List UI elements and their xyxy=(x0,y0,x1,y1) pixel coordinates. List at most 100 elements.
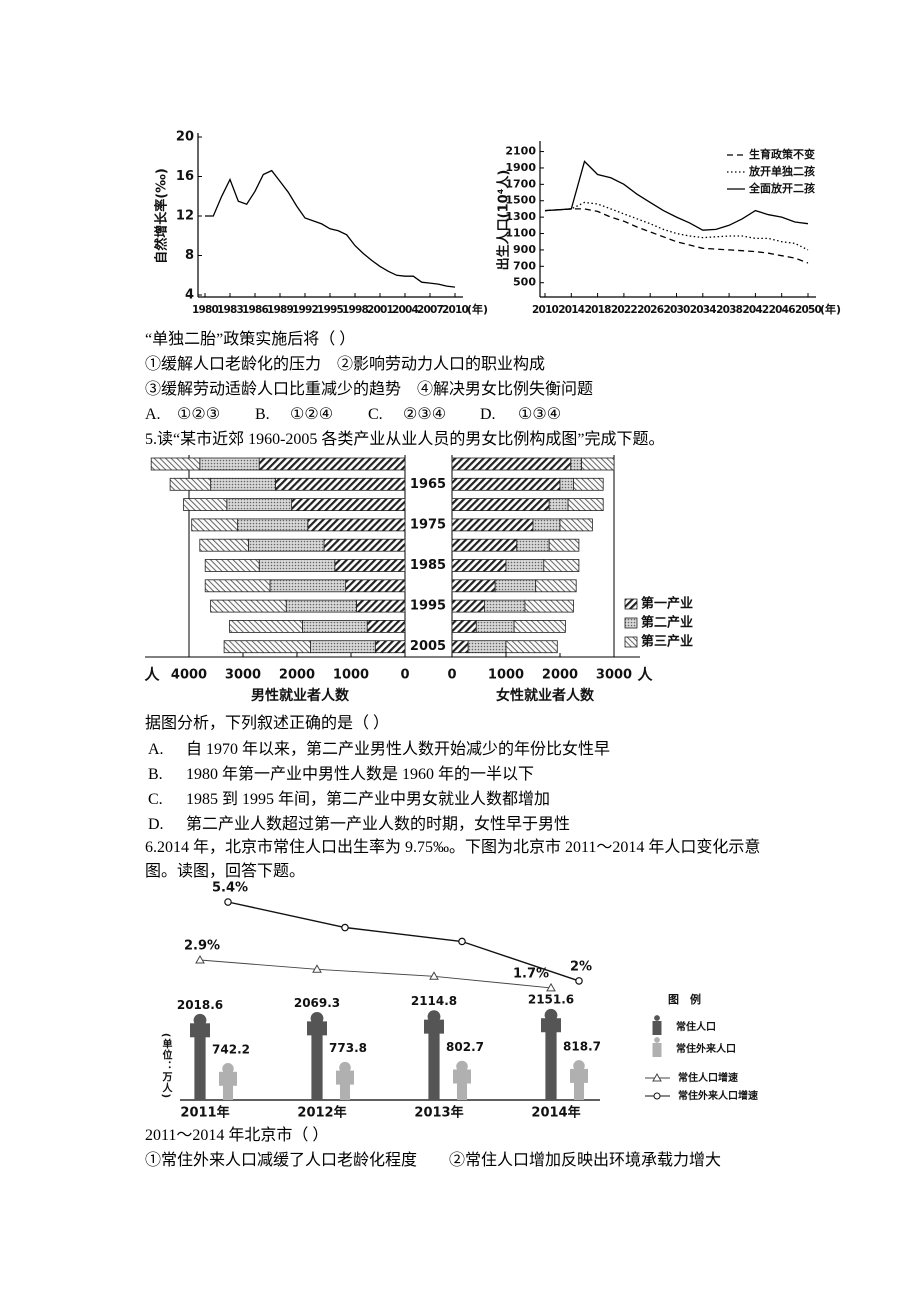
option-text: ①③④ xyxy=(518,406,562,423)
person-icon xyxy=(453,1060,471,1100)
x-tick-label: 2042 xyxy=(742,304,769,316)
legend-swatch xyxy=(654,1043,660,1057)
bar-segment xyxy=(451,498,550,512)
x-tick-label: 1989 xyxy=(267,304,294,316)
bar-segment xyxy=(210,599,287,613)
data-line xyxy=(544,208,809,264)
bar-segment xyxy=(237,518,309,532)
category-label: 2012年 xyxy=(297,1105,346,1121)
x-tick-label: 2010 xyxy=(532,304,559,316)
person-icon xyxy=(652,1037,662,1057)
bar-segment xyxy=(567,498,604,512)
statement: ③缓解劳动适龄人口比重减少的趋势 ④解决男女比例失衡问题 xyxy=(145,381,594,398)
value-label: 2114.8 xyxy=(411,994,457,1008)
value-label: 2% xyxy=(570,959,592,974)
bar xyxy=(339,1070,351,1100)
point-marker xyxy=(575,977,583,985)
x-tick-label: 2001 xyxy=(367,304,394,316)
y-tick-label: 900 xyxy=(513,243,536,256)
legend-label: 常住外来人口增速 xyxy=(678,1089,758,1102)
x-tick-label: 2030 xyxy=(663,304,690,316)
y-tick-label: 20 xyxy=(176,130,194,145)
bar-segment xyxy=(258,559,336,572)
legend-swatch xyxy=(653,1092,661,1100)
x-tick-label: 1986 xyxy=(242,304,269,316)
value-label: 2069.3 xyxy=(294,996,340,1010)
value-label: 2.9% xyxy=(184,939,220,954)
y-tick-label: 1100 xyxy=(505,227,536,240)
unit-label: 人 xyxy=(637,666,653,684)
option-text: ①②④ xyxy=(290,406,334,423)
question-stem: 据图分析，下列叙述正确的是（ ） xyxy=(145,715,390,732)
y-tick-label: 1700 xyxy=(505,177,536,190)
bar-segment xyxy=(451,640,469,654)
person-head xyxy=(339,1061,351,1074)
bar-segment xyxy=(494,579,537,593)
category-label: 1995 xyxy=(410,599,446,614)
bar-segment xyxy=(559,477,574,491)
statement: ①常住外来人口减缓了人口老龄化程度 ②常住人口增加反映出环境承载力增大 xyxy=(145,1152,722,1169)
x-tick-label: 1980 xyxy=(192,304,219,316)
bar-segment xyxy=(535,579,577,593)
bar-segment xyxy=(191,518,238,532)
question-intro: 5.读“某市近郊 1960-2005 各类产业从业人员的男女比例构成图”完成下题… xyxy=(145,431,665,448)
legend-title: 图 例 xyxy=(668,992,701,1006)
bar-segment xyxy=(570,457,582,471)
bar-segment xyxy=(581,457,615,471)
data-line xyxy=(227,901,580,982)
bar-segment xyxy=(451,579,496,593)
x-tick-label: 2050 xyxy=(795,304,822,316)
x-tick-label: 4000 xyxy=(171,668,207,683)
bar-segment xyxy=(451,538,518,552)
legend-swatch xyxy=(652,1072,662,1082)
y-tick-label: 500 xyxy=(513,276,536,289)
bar-segment xyxy=(475,620,515,633)
person-head xyxy=(456,1060,468,1073)
bar-segment xyxy=(226,498,293,512)
bar-segment xyxy=(204,579,271,593)
person-head xyxy=(654,1037,660,1043)
bar-segment xyxy=(483,599,526,613)
category-label: 1965 xyxy=(410,477,446,492)
x-tick-label: 1000 xyxy=(333,668,369,683)
person-icon xyxy=(307,1011,327,1100)
x-tick-label: 2014 xyxy=(558,304,585,316)
y-tick-label: 12 xyxy=(176,209,194,224)
point-marker xyxy=(341,923,349,932)
bar-segment xyxy=(548,498,569,512)
data-line xyxy=(199,959,552,989)
option-label: C. xyxy=(148,791,163,808)
y-axis-label: 自然增长率(‰) xyxy=(154,168,170,264)
bar-segment xyxy=(301,620,368,633)
x-tick-label: 2004 xyxy=(392,304,419,316)
bar-segment xyxy=(334,559,406,572)
unit-label: 人 xyxy=(144,666,160,684)
person-icon xyxy=(424,1010,444,1100)
option-text: ②③④ xyxy=(403,406,447,423)
bar-segment xyxy=(548,538,580,552)
legend-label: 生育政策不变 xyxy=(749,147,815,161)
x-tick-label: 0 xyxy=(447,668,456,683)
bar-segment xyxy=(291,498,406,512)
bar-segment xyxy=(204,559,260,572)
bar-segment xyxy=(451,518,534,532)
point-marker xyxy=(429,971,439,980)
bar-segment xyxy=(210,477,276,491)
legend-label: 常住人口 xyxy=(676,1020,716,1033)
legend-label: 放开单独二孩 xyxy=(748,164,815,178)
bar-segment xyxy=(258,457,406,471)
person-head xyxy=(222,1063,234,1075)
bar-segment xyxy=(269,579,346,593)
x-tick-label: 2007 xyxy=(417,304,444,316)
bar-segment xyxy=(559,518,593,532)
point-marker xyxy=(546,982,556,992)
x-tick-label: 1992 xyxy=(292,304,319,316)
data-line xyxy=(544,160,809,231)
bar xyxy=(545,1018,557,1100)
person-icon xyxy=(190,1013,210,1100)
value-label: 2151.6 xyxy=(528,993,574,1007)
bar-segment xyxy=(366,620,406,633)
value-label: 818.7 xyxy=(563,1039,601,1053)
bar-segment xyxy=(451,457,572,471)
